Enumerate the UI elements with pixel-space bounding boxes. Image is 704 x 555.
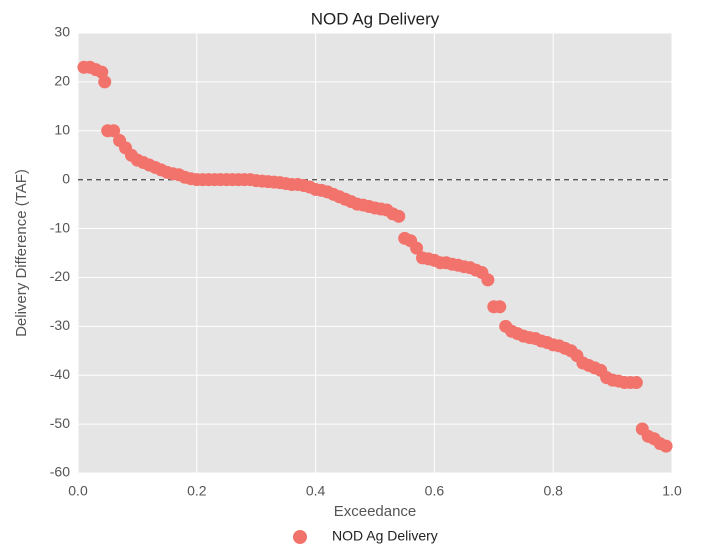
y-tick-label: 0 [62,170,70,186]
y-axis-label: Delivery Difference (TAF) [13,169,30,337]
x-axis-label: Exceedance [334,503,417,520]
chart-title: NOD Ag Delivery [311,9,440,28]
point [392,209,406,223]
y-tick-label: -20 [50,268,70,284]
point [659,439,673,453]
point [493,300,507,314]
x-tick-label: 0.8 [543,483,563,499]
x-tick-label: 0.0 [68,483,88,499]
point [410,241,424,255]
y-tick-label: 20 [54,73,70,89]
point [481,273,495,287]
x-tick-label: 0.2 [187,483,207,499]
point [107,124,121,138]
y-tick-label: -60 [50,464,70,480]
y-tick-label: -40 [50,366,70,382]
y-tick-label: 10 [54,121,70,137]
y-tick-label: -10 [50,219,70,235]
y-tick-label: -50 [50,415,70,431]
x-tick-label: 1.0 [662,483,682,499]
point [95,65,109,79]
point [98,75,112,89]
y-tick-label: -30 [50,317,70,333]
legend-label: NOD Ag Delivery [332,528,438,544]
y-tick-label: 30 [54,24,70,40]
plot-area [78,33,672,473]
x-tick-label: 0.6 [425,483,445,499]
point [629,376,643,390]
x-tick-label: 0.4 [306,483,326,499]
legend-marker [293,530,307,544]
